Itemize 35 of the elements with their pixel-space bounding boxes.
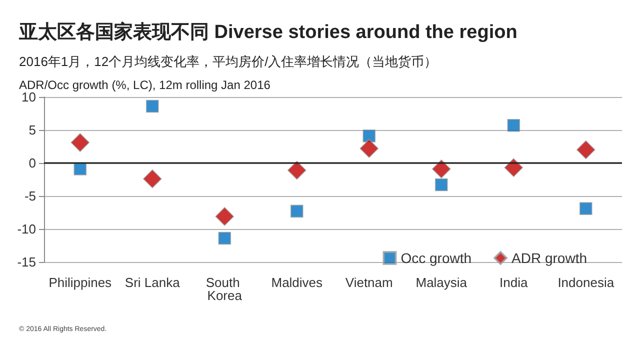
x-tick-label: Vietnam: [345, 275, 393, 290]
x-tick-label: Malaysia: [416, 275, 468, 290]
point: [74, 162, 87, 176]
point: [290, 204, 304, 218]
point: [218, 232, 232, 245]
point: [142, 169, 162, 188]
point: [215, 207, 234, 226]
chart-subtitle: 2016年1月，12个月均线变化率，平均房价/入住率增长情况（当地货币）: [19, 54, 438, 69]
x-tick-label: India: [500, 275, 528, 290]
y-tick-label: -15: [17, 254, 36, 270]
point: [360, 139, 379, 158]
point: [432, 160, 451, 178]
x-tick-label: Philippines: [48, 275, 112, 290]
legend-label: Occ growth: [400, 250, 472, 266]
point: [362, 130, 376, 142]
x-tick-label: Maldives: [271, 275, 324, 290]
point: [576, 140, 596, 160]
chart-title: 亚太区各国家表现不同 Diverse stories around the region: [18, 21, 518, 43]
y-tick-label: -10: [17, 222, 36, 236]
point: [146, 100, 159, 113]
y-tick-label: -5: [24, 188, 36, 204]
point: [579, 202, 592, 215]
y-axis-title: ADR/Occ growth (%, LC), 12m rolling Jan 2016: [19, 78, 271, 92]
point: [70, 133, 90, 152]
x-tick-label: Indonesia: [558, 275, 615, 290]
y-tick-label: 5: [28, 122, 36, 138]
point: [287, 160, 306, 180]
legend-label: ADR growth: [512, 250, 587, 266]
point: [434, 178, 448, 192]
y-tick-label: 10: [22, 90, 36, 104]
point: [507, 118, 520, 132]
x-tick-label: Sri Lanka: [124, 275, 181, 290]
point: [504, 158, 524, 178]
x-tick-label: South Korea: [206, 275, 244, 303]
y-tick-label: 0: [28, 156, 36, 170]
